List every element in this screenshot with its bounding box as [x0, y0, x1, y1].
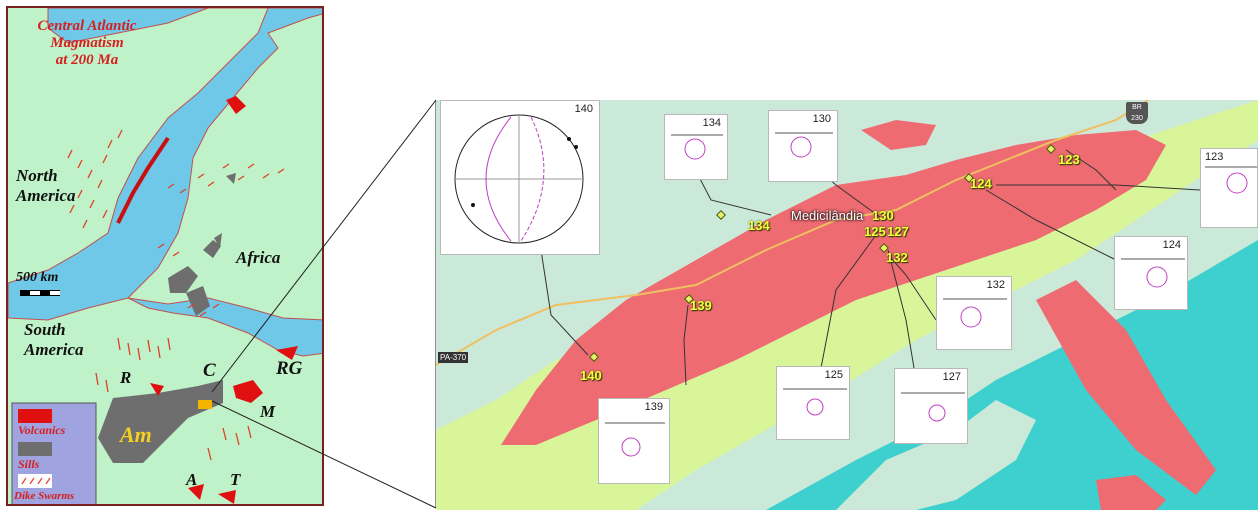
inset-125-number: 125: [824, 369, 843, 381]
inset-124-number: 124: [1162, 239, 1181, 251]
inset-123-number: 123: [1205, 151, 1224, 163]
dike-unit-south: [1096, 475, 1166, 510]
stereonet-140: 140: [440, 100, 600, 255]
inset-124-plot: [1121, 258, 1185, 288]
dike-unit-east: [1036, 280, 1216, 495]
scale-bar: [20, 290, 60, 296]
inset-123: 123: [1200, 148, 1258, 228]
dike-swarm-marks: [67, 129, 285, 461]
volcanic-patches: [150, 96, 298, 504]
inset-130-plot: [775, 132, 833, 158]
atlantic-ocean: [8, 8, 322, 357]
inset-132-number: 132: [986, 279, 1005, 291]
inset-139: 139: [598, 398, 670, 484]
label-north-america: North America: [16, 166, 76, 206]
inset-127: 127: [894, 368, 968, 444]
study-area-marker: [198, 400, 212, 409]
label-a: A: [186, 470, 198, 489]
map-title-line-2: Magmatism: [50, 35, 124, 51]
label-rg: RG: [276, 358, 303, 379]
inset-127-number: 127: [942, 371, 961, 383]
label-north-america-line-2: America: [16, 186, 76, 205]
cama-regional-map: Central Atlantic Magmatism at 200 Ma Nor…: [6, 6, 324, 506]
site-label-130: 130: [872, 208, 894, 223]
map-title: Central Atlantic Magmatism at 200 Ma: [22, 18, 152, 69]
site-label-125: 125: [864, 224, 886, 239]
label-south-america-line-2: America: [24, 340, 84, 359]
inset-124: 124: [1114, 236, 1188, 310]
inset-139-plot: [605, 422, 665, 457]
map-title-line-1: Central Atlantic: [37, 18, 137, 34]
site-label-124: 124: [970, 176, 992, 191]
inset-134-plot: [671, 134, 723, 160]
label-r: R: [120, 368, 132, 387]
inset-127-plot: [901, 392, 965, 422]
label-africa: Africa: [236, 248, 281, 267]
label-t: T: [230, 470, 241, 489]
town-label: Medicilândia: [791, 208, 864, 223]
br-230-shield: BR 230: [1126, 102, 1148, 124]
label-scale: 500 km: [16, 270, 59, 285]
inset-123-plot: [1205, 166, 1257, 194]
label-south-america: South America: [24, 320, 84, 360]
inset-132: 132: [936, 276, 1012, 350]
site-label-132: 132: [886, 250, 908, 265]
inset-134-number: 134: [702, 117, 721, 129]
inset-130: 130: [768, 110, 838, 182]
inset-130-number: 130: [812, 113, 831, 125]
dike-unit-main: [501, 130, 1166, 445]
cama-map-graphics: [8, 8, 322, 504]
site-markers: [589, 144, 1056, 362]
map-title-line-3: at 200 Ma: [55, 52, 119, 68]
legend-volcanics-label: Volcanics: [18, 423, 66, 437]
legend-sills-label: Sills: [18, 457, 40, 471]
site-label-123: 123: [1058, 152, 1080, 167]
road: [436, 100, 1149, 366]
inset-134: 134: [664, 114, 728, 180]
legend-box: [11, 402, 97, 504]
stereonet-140-plot: [454, 114, 584, 244]
site-label-127: 127: [887, 224, 909, 239]
medicilandia-detail-map: 140 134 130 123 124 132 125 12: [436, 100, 1258, 510]
site-label-140: 140: [580, 368, 602, 383]
inset-125: 125: [776, 366, 850, 440]
dike-unit-north: [861, 120, 936, 150]
legend-dike-swarms-label: Dike Swarms: [14, 490, 75, 502]
inset-139-number: 139: [644, 401, 663, 413]
label-m: M: [260, 402, 276, 421]
site-label-139: 139: [690, 298, 712, 313]
sill-patches: [98, 173, 236, 463]
label-c: C: [203, 360, 216, 381]
stereonet-140-number: 140: [574, 103, 593, 115]
label-south-america-line-1: South: [24, 320, 66, 339]
pale-patch: [836, 400, 1036, 510]
label-am: Am: [120, 422, 152, 447]
label-north-america-line-1: North: [16, 166, 58, 185]
pa-370-sign: PA-370: [438, 352, 469, 363]
inset-132-plot: [943, 298, 1007, 328]
north-atlantic-water: [47, 8, 209, 44]
site-label-134: 134: [748, 218, 770, 233]
dike-arc: [116, 136, 170, 224]
inset-125-plot: [783, 388, 847, 416]
